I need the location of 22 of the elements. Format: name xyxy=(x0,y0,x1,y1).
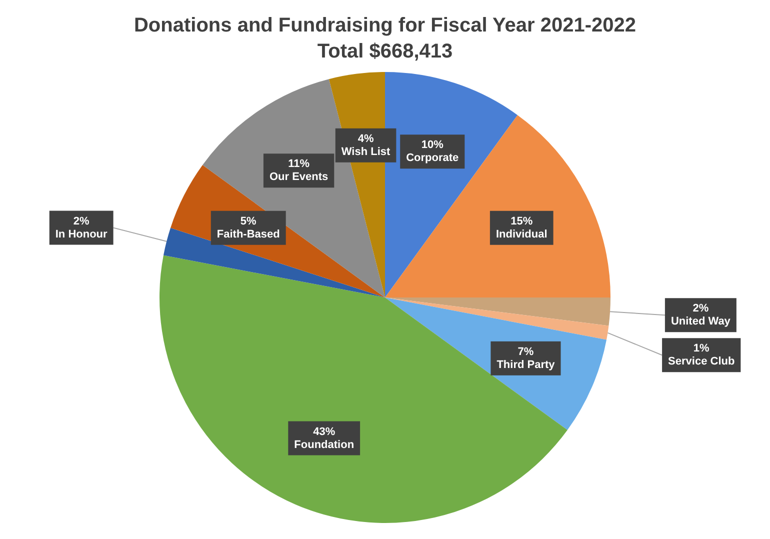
slice-label: Wish List xyxy=(341,146,391,158)
data-label: 2% xyxy=(73,215,90,228)
slice-label: Faith-Based xyxy=(216,228,280,240)
data-label: 11% xyxy=(288,158,310,170)
slice-label: United Way xyxy=(670,316,732,328)
data-label: 15% xyxy=(510,215,533,228)
data-label: 10% xyxy=(421,139,444,152)
chart-subtitle: Total $668,413 xyxy=(317,40,453,63)
slice-label: Service Club xyxy=(668,356,735,368)
slice-label: Individual xyxy=(496,228,548,240)
data-label: 43% xyxy=(313,426,336,438)
chart-title: Donations and Fundraising for Fiscal Year 2021-2022 xyxy=(134,14,636,37)
slice-label: Foundation xyxy=(294,438,354,451)
slice-label: In Honour xyxy=(55,228,108,240)
data-label: 7% xyxy=(518,346,534,358)
slice-label: Third Party xyxy=(496,358,556,371)
data-label: 4% xyxy=(358,132,374,145)
data-label: 5% xyxy=(240,215,257,228)
data-label: 2% xyxy=(692,302,709,315)
data-label: 1% xyxy=(693,342,710,355)
slice-label: Corporate xyxy=(406,152,459,164)
slice-label: Our Events xyxy=(269,171,328,184)
